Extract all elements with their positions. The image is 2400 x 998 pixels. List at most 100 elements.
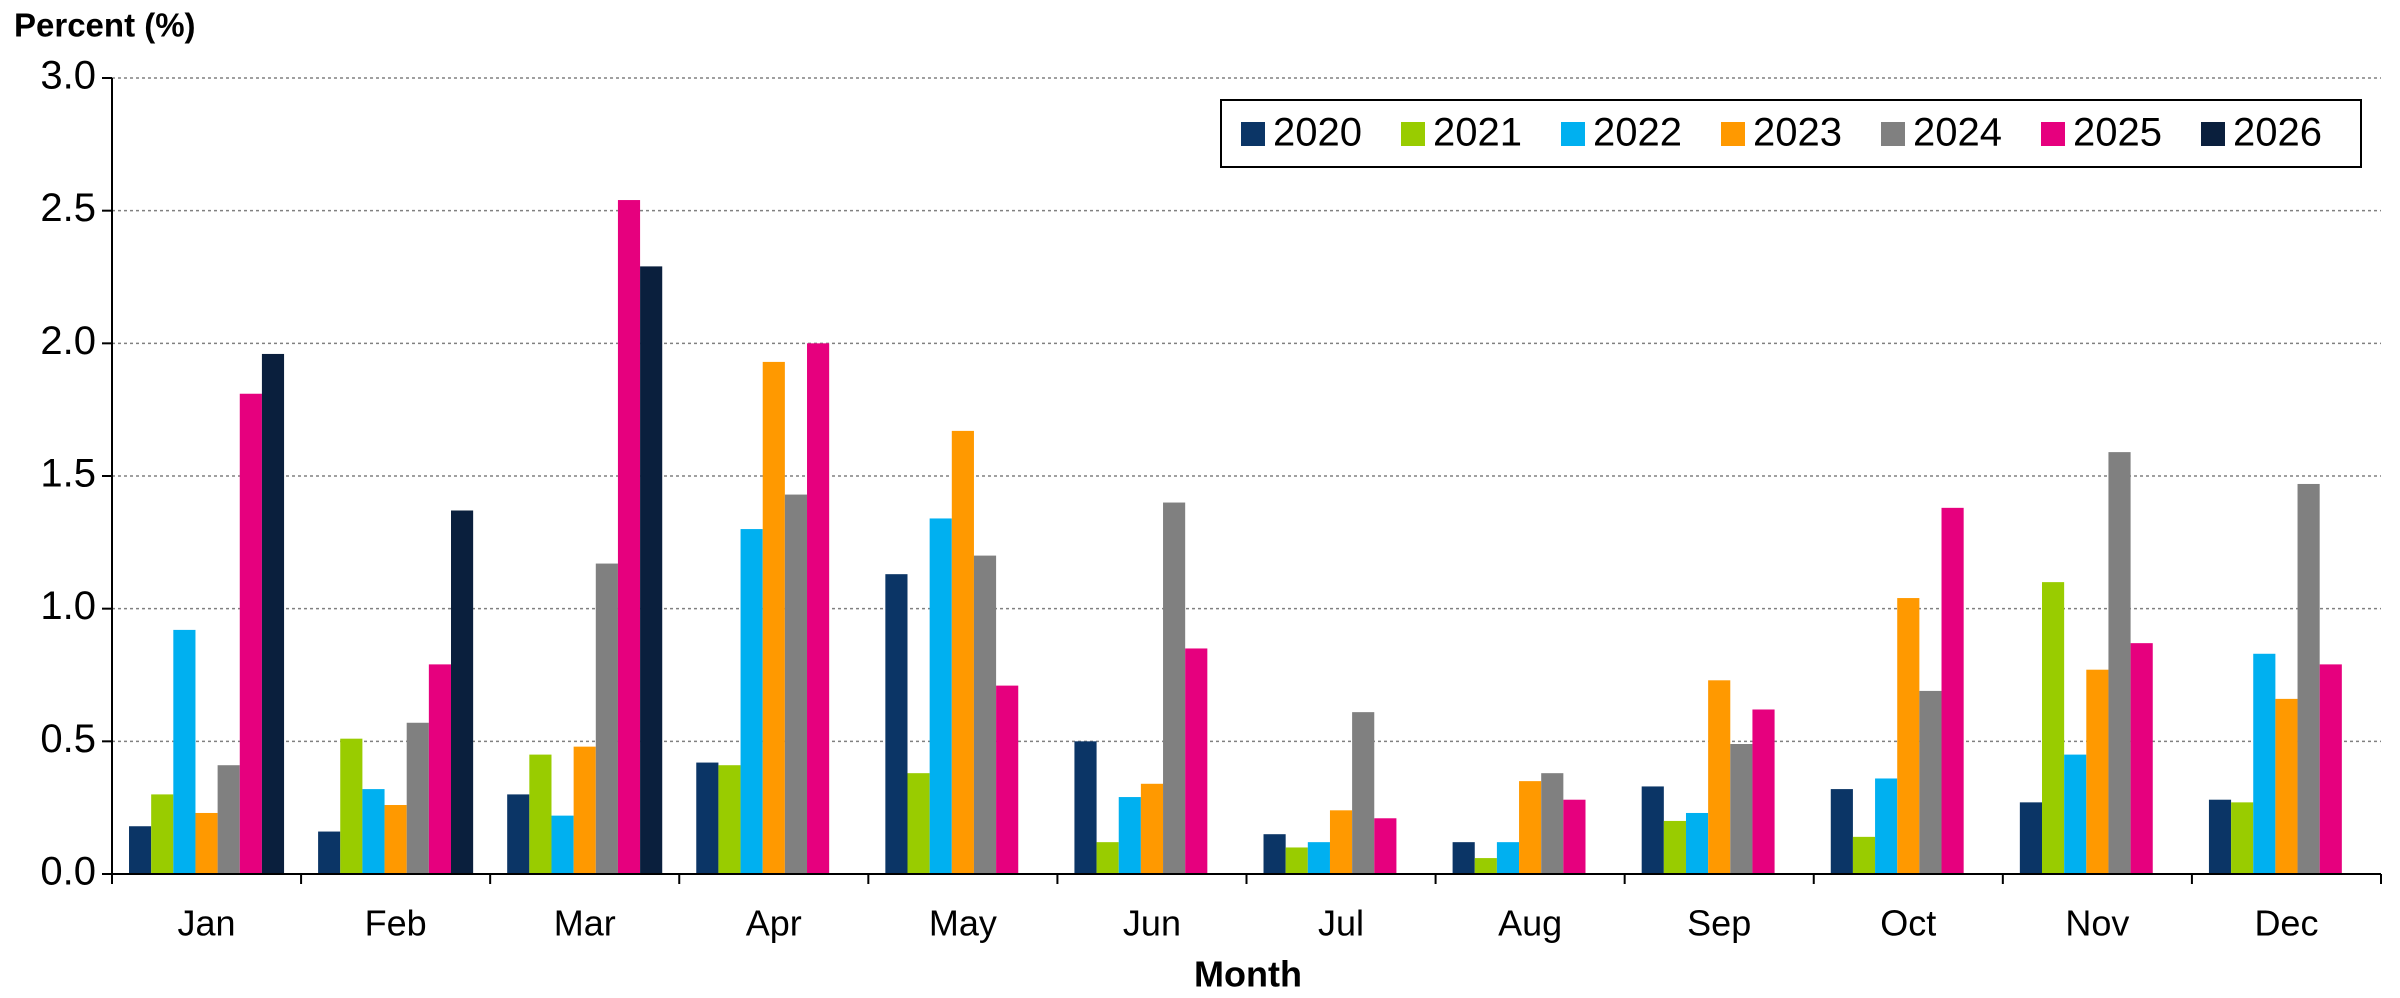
- bar: [718, 765, 741, 874]
- bar: [1563, 799, 1586, 874]
- bar: [1752, 709, 1775, 874]
- bar: [1541, 773, 1564, 874]
- bar: [1163, 502, 1186, 874]
- bar: [362, 789, 385, 874]
- bar: [1140, 783, 1164, 874]
- bar: [1096, 842, 1119, 874]
- bar: [261, 353, 285, 874]
- x-tick-label: Dec: [2254, 903, 2318, 944]
- legend-swatch: [1401, 122, 1425, 146]
- y-tick-label: 2.0: [40, 319, 96, 363]
- bar: [1897, 598, 1920, 874]
- bar: [1307, 842, 1330, 874]
- y-axis-title: Percent (%): [14, 7, 196, 44]
- bar: [951, 430, 974, 874]
- legend-swatch: [2201, 122, 2225, 146]
- legend-swatch: [2041, 122, 2065, 146]
- bar: [1941, 507, 1964, 874]
- bar: [996, 685, 1019, 874]
- bar: [762, 361, 785, 874]
- legend-label: 2024: [1913, 111, 2002, 155]
- bar: [1374, 818, 1397, 874]
- bar: [2064, 754, 2087, 874]
- bar: [740, 529, 763, 874]
- bar: [2208, 799, 2232, 874]
- legend-label: 2022: [1593, 111, 1682, 155]
- bar: [2086, 669, 2109, 874]
- bar: [640, 266, 663, 874]
- y-tick-label: 2.5: [40, 186, 96, 230]
- bar: [318, 831, 341, 874]
- bar: [2253, 653, 2276, 874]
- bar: [595, 563, 618, 874]
- x-tick-label: Apr: [746, 903, 802, 944]
- bar: [2275, 698, 2298, 874]
- bar: [1519, 781, 1542, 874]
- bar: [1329, 810, 1353, 874]
- bar: [151, 794, 174, 874]
- bar: [1830, 789, 1853, 874]
- bar: [1685, 812, 1709, 874]
- bar: [807, 343, 830, 874]
- bar: [384, 805, 407, 874]
- bar: [428, 664, 451, 874]
- bar: [340, 738, 363, 874]
- legend-label: 2020: [1273, 111, 1362, 155]
- y-tick-label: 1.5: [40, 452, 96, 496]
- bar: [450, 510, 474, 874]
- bar: [973, 555, 997, 874]
- bar: [1352, 712, 1375, 874]
- bar: [1185, 648, 1208, 874]
- x-tick-label: Sep: [1687, 903, 1751, 944]
- bar: [1074, 741, 1097, 874]
- legend-label: 2023: [1753, 111, 1842, 155]
- bar: [1496, 842, 1520, 874]
- bar: [1708, 680, 1731, 874]
- x-axis-title: Month: [1194, 954, 1302, 995]
- legend-label: 2025: [2073, 111, 2162, 155]
- bar: [2297, 483, 2320, 874]
- legend: 2020 2021 2022 2023 2024 2025 2026: [1220, 99, 2362, 168]
- bar: [507, 794, 530, 874]
- bar: [529, 754, 552, 874]
- bar: [2019, 802, 2043, 874]
- bar: [129, 826, 152, 874]
- x-tick-label: Jan: [178, 903, 236, 944]
- bar: [1852, 836, 1876, 874]
- x-tick-label: Jul: [1318, 903, 1364, 944]
- bar: [239, 393, 262, 874]
- bar: [1263, 834, 1286, 874]
- bar: [1118, 797, 1141, 874]
- bar: [2319, 664, 2342, 874]
- bar: [173, 629, 196, 874]
- bar: [617, 200, 641, 874]
- bar: [2108, 452, 2131, 874]
- y-tick-label: 0.0: [40, 850, 96, 894]
- bar: [1663, 820, 1686, 874]
- x-tick-label: Mar: [554, 903, 616, 944]
- x-tick-label: Aug: [1498, 903, 1562, 944]
- bar: [406, 722, 429, 874]
- bar: [217, 765, 240, 874]
- bar: [907, 773, 930, 874]
- legend-swatch: [1721, 122, 1745, 146]
- legend-label: 2026: [2233, 111, 2322, 155]
- legend-swatch: [1241, 122, 1265, 146]
- bar: [2231, 802, 2254, 874]
- bar: [1474, 858, 1497, 874]
- bar: [929, 518, 952, 874]
- bar: [2130, 643, 2153, 874]
- bar: [1641, 786, 1664, 874]
- y-tick-label: 1.0: [40, 584, 96, 628]
- bar: [1730, 743, 1753, 874]
- bar: [2042, 582, 2065, 874]
- legend-swatch: [1881, 122, 1905, 146]
- bar: [1452, 842, 1475, 874]
- bar: [1875, 778, 1898, 874]
- bar: [696, 762, 719, 874]
- x-tick-label: May: [929, 903, 997, 944]
- bar: [1919, 690, 1942, 874]
- x-tick-label: Jun: [1123, 903, 1181, 944]
- x-tick-label: Feb: [365, 903, 427, 944]
